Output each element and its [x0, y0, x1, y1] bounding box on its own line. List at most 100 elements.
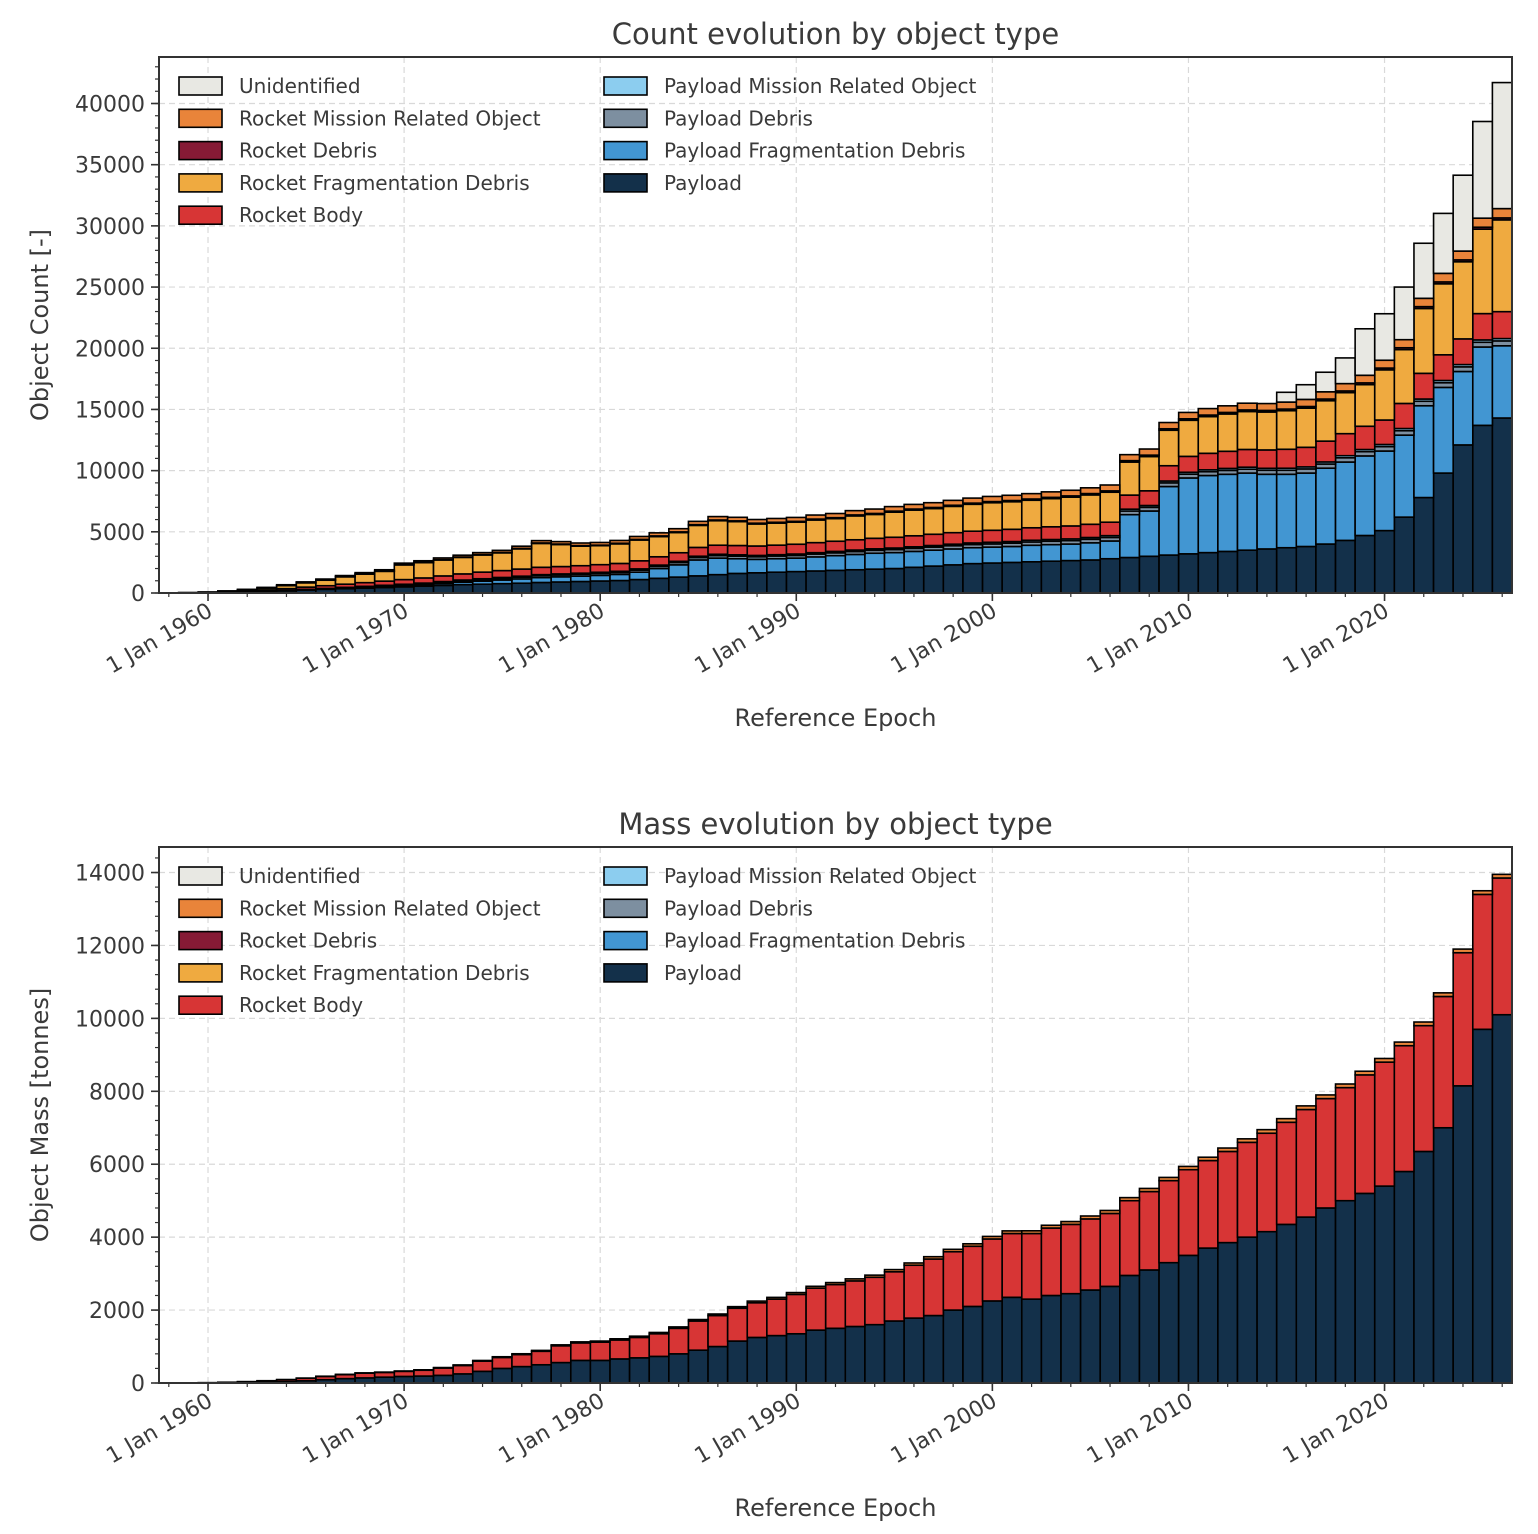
bar-segment: [1432, 283, 1454, 356]
bar-segment: [1315, 467, 1337, 545]
bar-segment: [1452, 444, 1474, 594]
bar-segment: [1315, 543, 1337, 594]
bar-segment: [432, 557, 454, 561]
bar-segment: [1138, 1187, 1160, 1193]
legend-item-unidentified: Unidentified: [178, 74, 361, 98]
y-tick-label: 30000: [75, 215, 145, 240]
bar-segment: [883, 551, 905, 570]
bar-segment: [1197, 407, 1219, 416]
count-bars: [158, 81, 1513, 594]
bar-segment: [1471, 346, 1494, 427]
bar-segment: [1491, 310, 1513, 340]
bar-segment: [354, 573, 376, 584]
legend-label: Rocket Debris: [239, 139, 377, 163]
bar-segment: [1099, 1285, 1121, 1384]
bar-segment: [766, 1298, 788, 1337]
legend-item-unidentified: Unidentified: [178, 864, 361, 888]
bar-segment: [805, 514, 827, 520]
bar-segment: [1236, 1141, 1258, 1238]
bar-segment: [569, 575, 592, 583]
bar-segment: [1393, 402, 1415, 430]
bar-segment: [883, 1268, 905, 1273]
bar-segment: [1432, 353, 1454, 382]
bar-segment: [962, 562, 984, 594]
bar-segment: [824, 1327, 847, 1384]
bar-segment: [1373, 312, 1396, 362]
bar-segment: [942, 564, 964, 594]
bar-segment: [707, 544, 729, 556]
bar-segment: [922, 533, 945, 547]
bar-segment: [1393, 286, 1415, 341]
bar-segment: [628, 560, 651, 570]
bar-segment: [785, 543, 807, 555]
legend-swatch: [603, 108, 648, 129]
bar-segment: [903, 1262, 925, 1267]
bar-segment: [1079, 1215, 1102, 1220]
bar-segment: [589, 563, 611, 574]
bar-segment: [609, 1338, 631, 1341]
bar-segment: [981, 1300, 1003, 1384]
x-tick-label: 1 Jan 1990: [691, 599, 806, 680]
bar-segment: [1432, 1126, 1454, 1384]
bar-segment: [707, 1313, 729, 1317]
bar-segment: [471, 554, 494, 573]
bar-segment: [1471, 1028, 1494, 1384]
bar-segment: [1040, 1227, 1062, 1297]
bar-segment: [1452, 1085, 1474, 1384]
mass-chart-panel: 0 2000 4000 6000 8000 10000 12000 14000 1 Jan 19…: [26, 807, 1513, 1522]
bar-segment: [844, 515, 866, 541]
bar-segment: [1315, 391, 1337, 400]
legend-swatch: [178, 995, 223, 1016]
bar-segment: [785, 1291, 807, 1296]
bar-segment: [668, 576, 690, 594]
bar-segment: [864, 1276, 886, 1326]
bar-segment: [1315, 1207, 1337, 1384]
bar-segment: [589, 1359, 611, 1384]
y-tick-label: 40000: [75, 93, 145, 118]
bar-segment: [432, 575, 454, 583]
bar-segment: [1354, 1074, 1376, 1195]
bar-segment: [1177, 553, 1200, 594]
bar-segment: [1040, 560, 1062, 594]
legend-label: Rocket Mission Related Object: [239, 896, 541, 920]
bar-segment: [746, 523, 768, 547]
bar-segment: [883, 567, 905, 594]
x-tick-label: 1 Jan 1980: [495, 1389, 610, 1470]
bar-segment: [1354, 374, 1376, 384]
bar-segment: [1334, 1199, 1356, 1384]
bar-segment: [903, 534, 925, 548]
bar-segment: [648, 1332, 670, 1358]
bar-segment: [609, 573, 631, 582]
count-chart-panel: 0 5000 10000 15000 20000 25000 30000 35000 40000…: [26, 17, 1513, 732]
bar-segment: [903, 503, 925, 510]
y-tick-label: 6000: [89, 1153, 145, 1178]
count-y-axis: 0 5000 10000 15000 20000 25000 30000 35000 40000: [75, 66, 159, 607]
bar-segment: [1060, 543, 1082, 562]
bar-segment: [668, 531, 690, 554]
bar-segment: [1217, 405, 1239, 414]
bar-segment: [1315, 399, 1337, 442]
bar-segment: [1099, 540, 1121, 560]
bar-segment: [550, 565, 572, 575]
bar-segment: [1197, 1156, 1219, 1162]
bar-segment: [1373, 419, 1396, 446]
legend-label: Payload Mission Related Object: [664, 74, 976, 98]
bar-segment: [1079, 542, 1102, 561]
bar-segment: [687, 524, 709, 549]
bar-segment: [530, 566, 552, 576]
y-tick-label: 15000: [75, 398, 145, 423]
bar-segment: [1079, 487, 1102, 495]
bar-segment: [1236, 1236, 1258, 1384]
bar-segment: [942, 1248, 964, 1253]
bar-segment: [452, 1364, 474, 1375]
bar-segment: [432, 559, 454, 577]
bar-segment: [1393, 1041, 1415, 1047]
bar-segment: [1177, 1168, 1200, 1257]
count-x-axis: 1 Jan 1960 1 Jan 1970 1 Jan 1980 1 Jan 1990…: [102, 593, 1503, 680]
bar-segment: [1413, 404, 1435, 499]
bar-segment: [1334, 1086, 1356, 1202]
bar-segment: [1079, 1289, 1102, 1384]
bar-segment: [1295, 1108, 1317, 1218]
bar-segment: [471, 571, 494, 580]
